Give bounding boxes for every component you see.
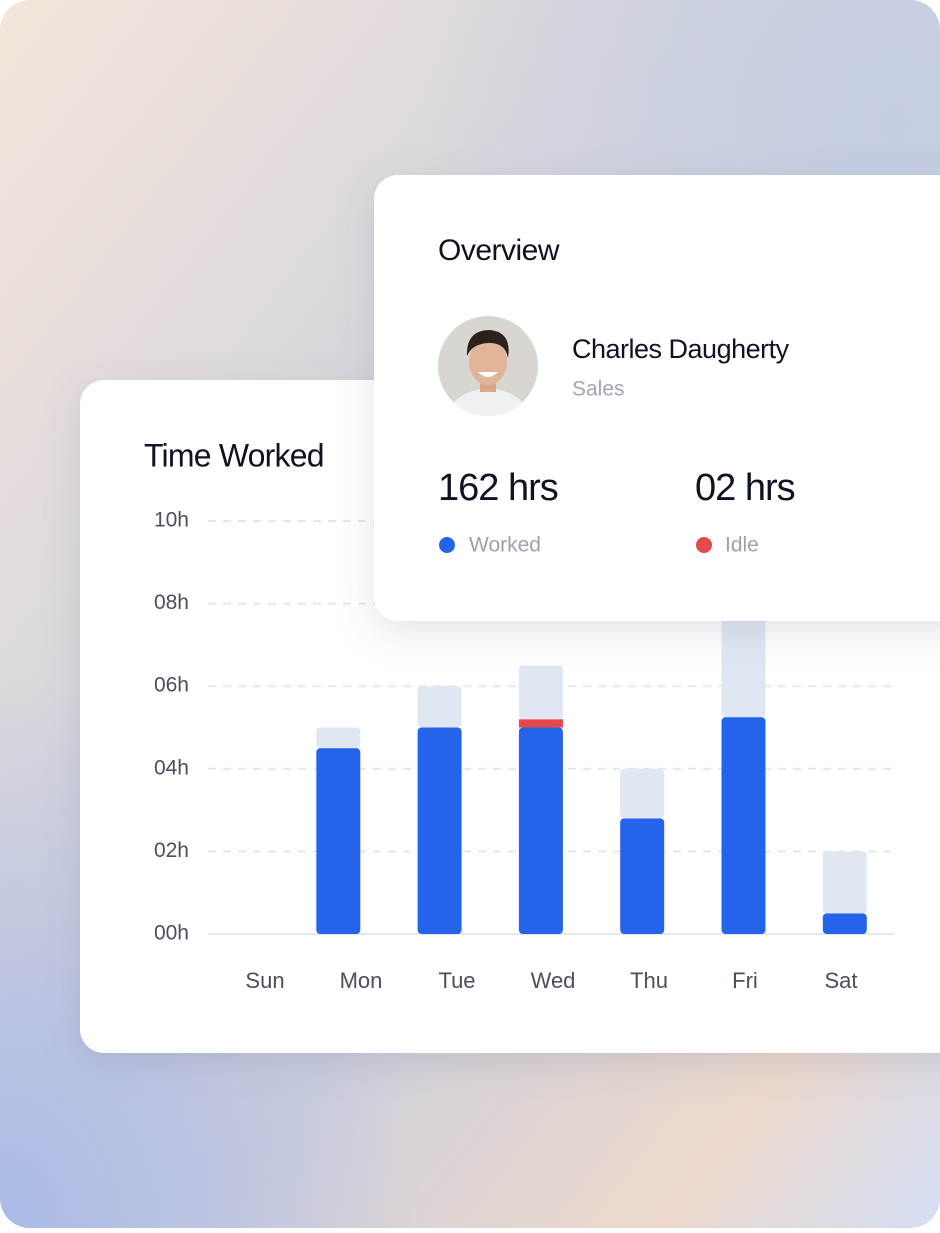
bar-segment	[620, 818, 665, 934]
avatar	[438, 316, 538, 416]
bar-segment	[417, 727, 462, 934]
legend-label: Idle	[725, 534, 759, 557]
y-tick-label: 04h	[154, 756, 189, 779]
overview-card: Overview Charles Daugherty Sales 162 hrs…	[374, 175, 940, 621]
legend-dot	[696, 537, 712, 553]
x-tick-label: Sat	[824, 968, 857, 993]
x-tick-label: Mon	[340, 968, 383, 993]
legend-dot	[439, 537, 455, 553]
bar-segment	[417, 686, 462, 728]
y-tick-label: 08h	[154, 591, 189, 614]
bar-segment	[721, 603, 766, 718]
bar-segment	[316, 748, 361, 934]
x-tick-label: Sun	[245, 968, 284, 993]
overview-title: Overview	[438, 234, 560, 267]
employee-name: Charles Daugherty	[572, 334, 790, 364]
y-tick-label: 10h	[154, 509, 189, 532]
bar-segment	[822, 851, 867, 914]
legend-label: Worked	[469, 534, 541, 557]
bar-segment	[518, 665, 563, 720]
employee-role: Sales	[572, 378, 625, 401]
chart-title: Time Worked	[144, 437, 324, 473]
bar-segment	[721, 717, 766, 934]
bar-segment	[316, 727, 361, 749]
bar-segment	[620, 768, 665, 819]
bar-segment	[822, 913, 867, 934]
y-tick-label: 02h	[154, 839, 189, 862]
x-tick-label: Fri	[732, 968, 758, 993]
y-tick-label: 06h	[154, 674, 189, 697]
idle-total: 02 hrs	[695, 467, 795, 509]
x-tick-label: Thu	[630, 968, 668, 993]
y-tick-label: 00h	[154, 922, 189, 945]
bar-segment	[518, 719, 563, 728]
x-tick-label: Tue	[438, 968, 475, 993]
card	[374, 175, 940, 621]
bar-segment	[518, 727, 563, 934]
x-tick-label: Wed	[531, 968, 576, 993]
worked-total: 162 hrs	[438, 467, 558, 509]
